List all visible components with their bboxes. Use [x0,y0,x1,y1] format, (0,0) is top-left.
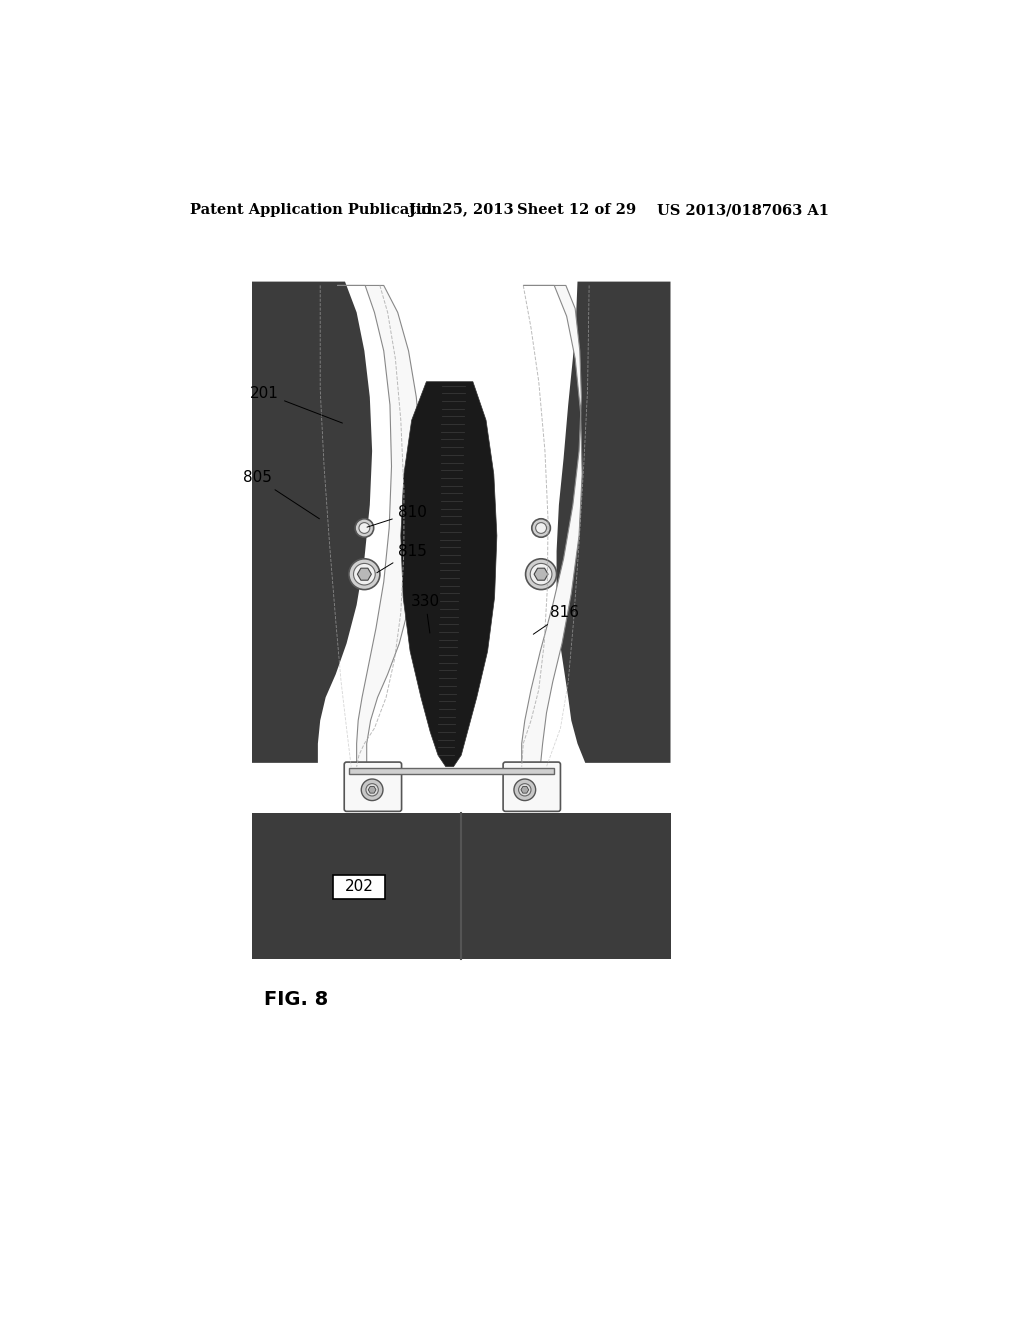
Circle shape [514,779,536,800]
Polygon shape [252,281,372,763]
Bar [349,768,554,775]
Circle shape [530,564,552,585]
Text: Sheet 12 of 29: Sheet 12 of 29 [517,203,636,216]
Text: 201: 201 [250,385,342,422]
Polygon shape [337,285,421,767]
Circle shape [361,779,383,800]
Circle shape [525,558,557,590]
Text: 810: 810 [367,506,427,527]
FancyBboxPatch shape [334,875,385,899]
Polygon shape [357,568,372,581]
Text: 815: 815 [377,544,427,573]
FancyBboxPatch shape [503,762,560,812]
Circle shape [355,519,374,537]
Circle shape [518,784,531,796]
Text: 202: 202 [344,879,374,895]
Polygon shape [557,281,671,763]
Polygon shape [521,285,583,767]
Circle shape [531,519,550,537]
Circle shape [366,784,378,796]
Text: 805: 805 [243,470,319,519]
Text: Patent Application Publication: Patent Application Publication [190,203,442,216]
Polygon shape [521,787,528,793]
Polygon shape [369,787,376,793]
Polygon shape [535,568,548,581]
Circle shape [536,523,547,533]
Polygon shape [400,381,497,767]
FancyBboxPatch shape [344,762,401,812]
Text: FIG. 8: FIG. 8 [263,990,328,1008]
Text: Jul. 25, 2013: Jul. 25, 2013 [409,203,513,216]
Text: US 2013/0187063 A1: US 2013/0187063 A1 [657,203,829,216]
Text: 816: 816 [534,605,580,634]
Circle shape [353,564,375,585]
Circle shape [349,558,380,590]
Text: 330: 330 [411,594,440,634]
Polygon shape [252,813,671,960]
Circle shape [359,523,370,533]
